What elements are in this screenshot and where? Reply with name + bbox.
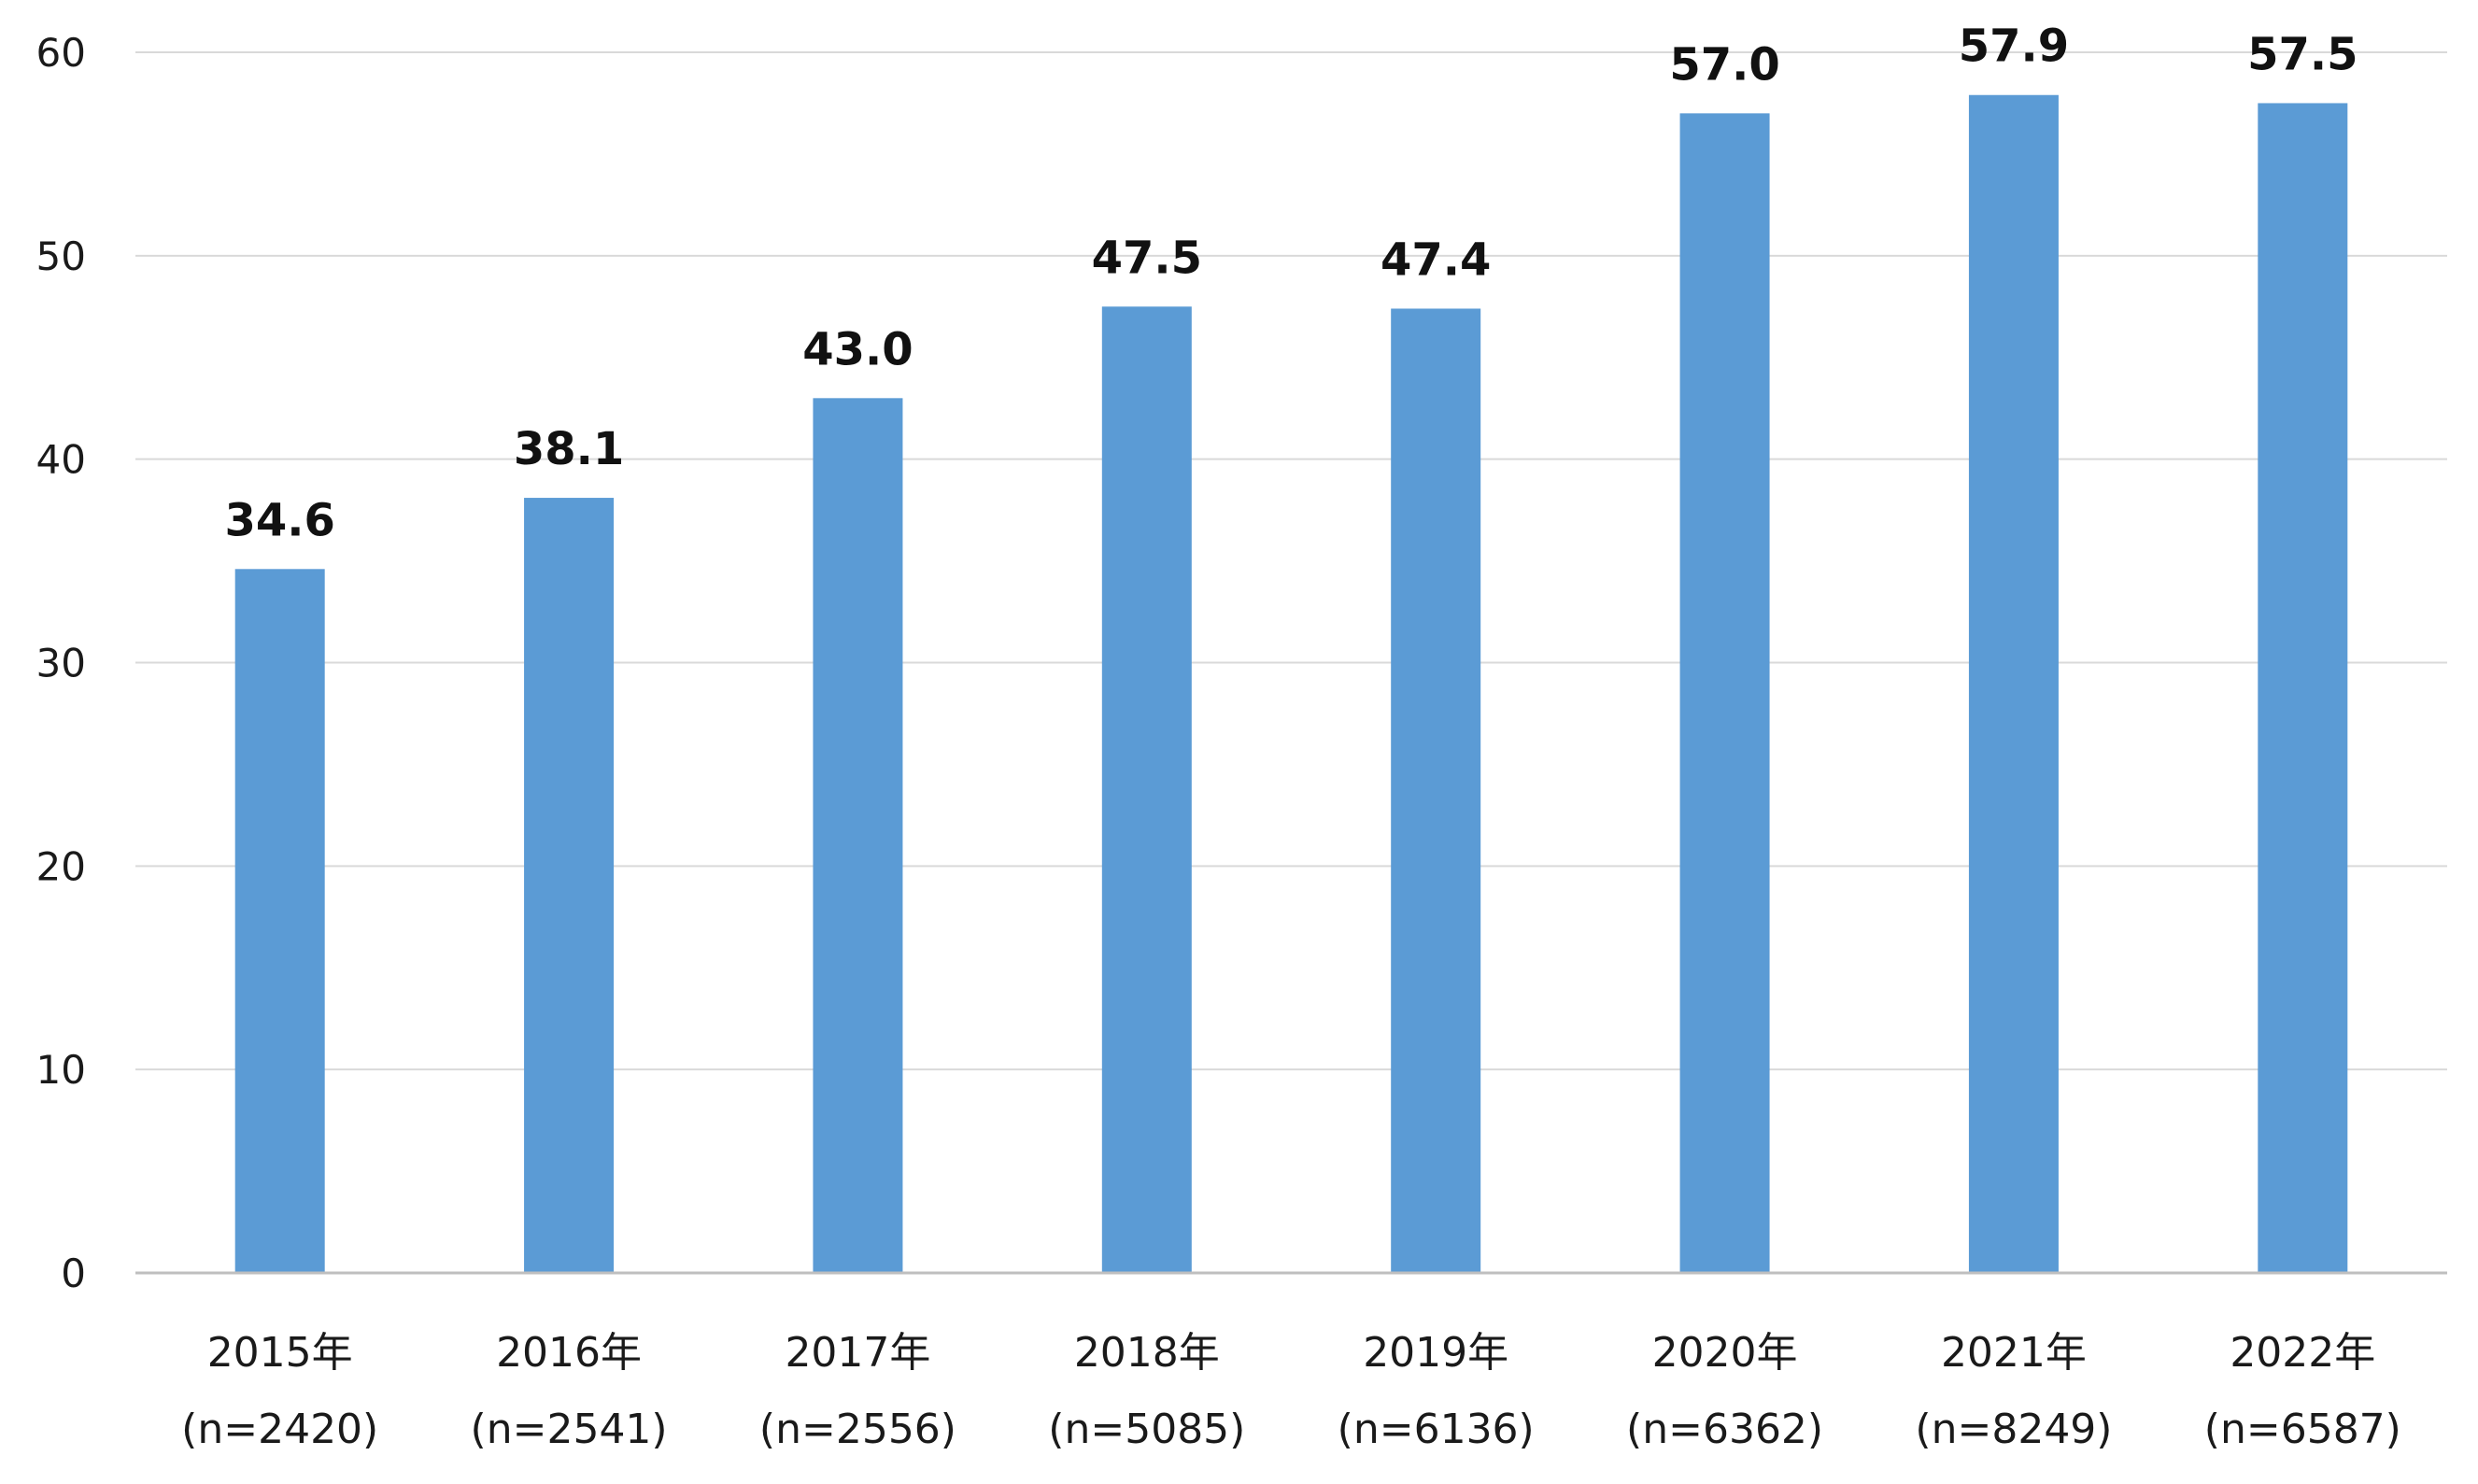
data-label: 57.9 bbox=[1959, 21, 2069, 73]
y-axis: 0 10 20 30 40 50 60 bbox=[36, 30, 86, 1296]
x-tick-label: 2022年 bbox=[2230, 1329, 2375, 1377]
data-label: 57.5 bbox=[2247, 28, 2358, 80]
y-tick-label: 0 bbox=[61, 1251, 86, 1296]
bars bbox=[234, 94, 2348, 1274]
data-label: 47.5 bbox=[1092, 232, 1202, 284]
data-label: 57.0 bbox=[1669, 38, 1779, 91]
x-tick-sample-size: (n=2556) bbox=[759, 1406, 956, 1453]
bar bbox=[524, 498, 615, 1273]
x-tick-label: 2017年 bbox=[785, 1329, 930, 1377]
x-tick-sample-size: (n=5085) bbox=[1048, 1406, 1245, 1453]
data-label: 34.6 bbox=[224, 494, 334, 546]
x-tick-sample-size: (n=8249) bbox=[1915, 1406, 2112, 1453]
x-tick-sample-size: (n=6362) bbox=[1626, 1406, 1823, 1453]
data-label: 47.4 bbox=[1381, 233, 1491, 286]
x-axis: 2015年 (n=2420) 2016年 (n=2541) 2017年 (n=2556) 2… bbox=[135, 1271, 2447, 1453]
x-tick-label: 2019年 bbox=[1363, 1329, 1508, 1377]
y-tick-label: 50 bbox=[36, 233, 86, 279]
y-tick-label: 60 bbox=[36, 30, 86, 76]
data-labels: 34.6 38.1 43.0 47.5 47.4 57.0 57.9 57.5 bbox=[224, 21, 2358, 547]
x-tick-sample-size: (n=2420) bbox=[181, 1406, 378, 1453]
bar bbox=[1679, 113, 1770, 1274]
x-tick-sample-size: (n=2541) bbox=[471, 1406, 668, 1453]
y-tick-label: 20 bbox=[36, 843, 86, 889]
gridlines bbox=[135, 51, 2447, 1071]
bar bbox=[1101, 306, 1192, 1274]
bar bbox=[234, 569, 325, 1273]
x-tick-sample-size: (n=6587) bbox=[2204, 1406, 2401, 1453]
x-tick-label: 2021年 bbox=[1941, 1329, 2087, 1377]
bar bbox=[813, 398, 903, 1274]
bar bbox=[1968, 94, 2059, 1274]
bar bbox=[1391, 308, 1481, 1274]
bar bbox=[2258, 103, 2348, 1273]
y-tick-label: 10 bbox=[36, 1047, 86, 1093]
x-tick-label: 2015年 bbox=[207, 1329, 353, 1377]
data-label: 43.0 bbox=[802, 323, 913, 375]
y-tick-label: 30 bbox=[36, 641, 86, 686]
data-label: 38.1 bbox=[514, 423, 624, 475]
x-tick-sample-size: (n=6136) bbox=[1338, 1406, 1535, 1453]
y-tick-label: 40 bbox=[36, 437, 86, 483]
x-tick-label: 2020年 bbox=[1652, 1329, 1798, 1377]
x-tick-label: 2018年 bbox=[1074, 1329, 1220, 1377]
x-tick-label: 2016年 bbox=[496, 1329, 642, 1377]
